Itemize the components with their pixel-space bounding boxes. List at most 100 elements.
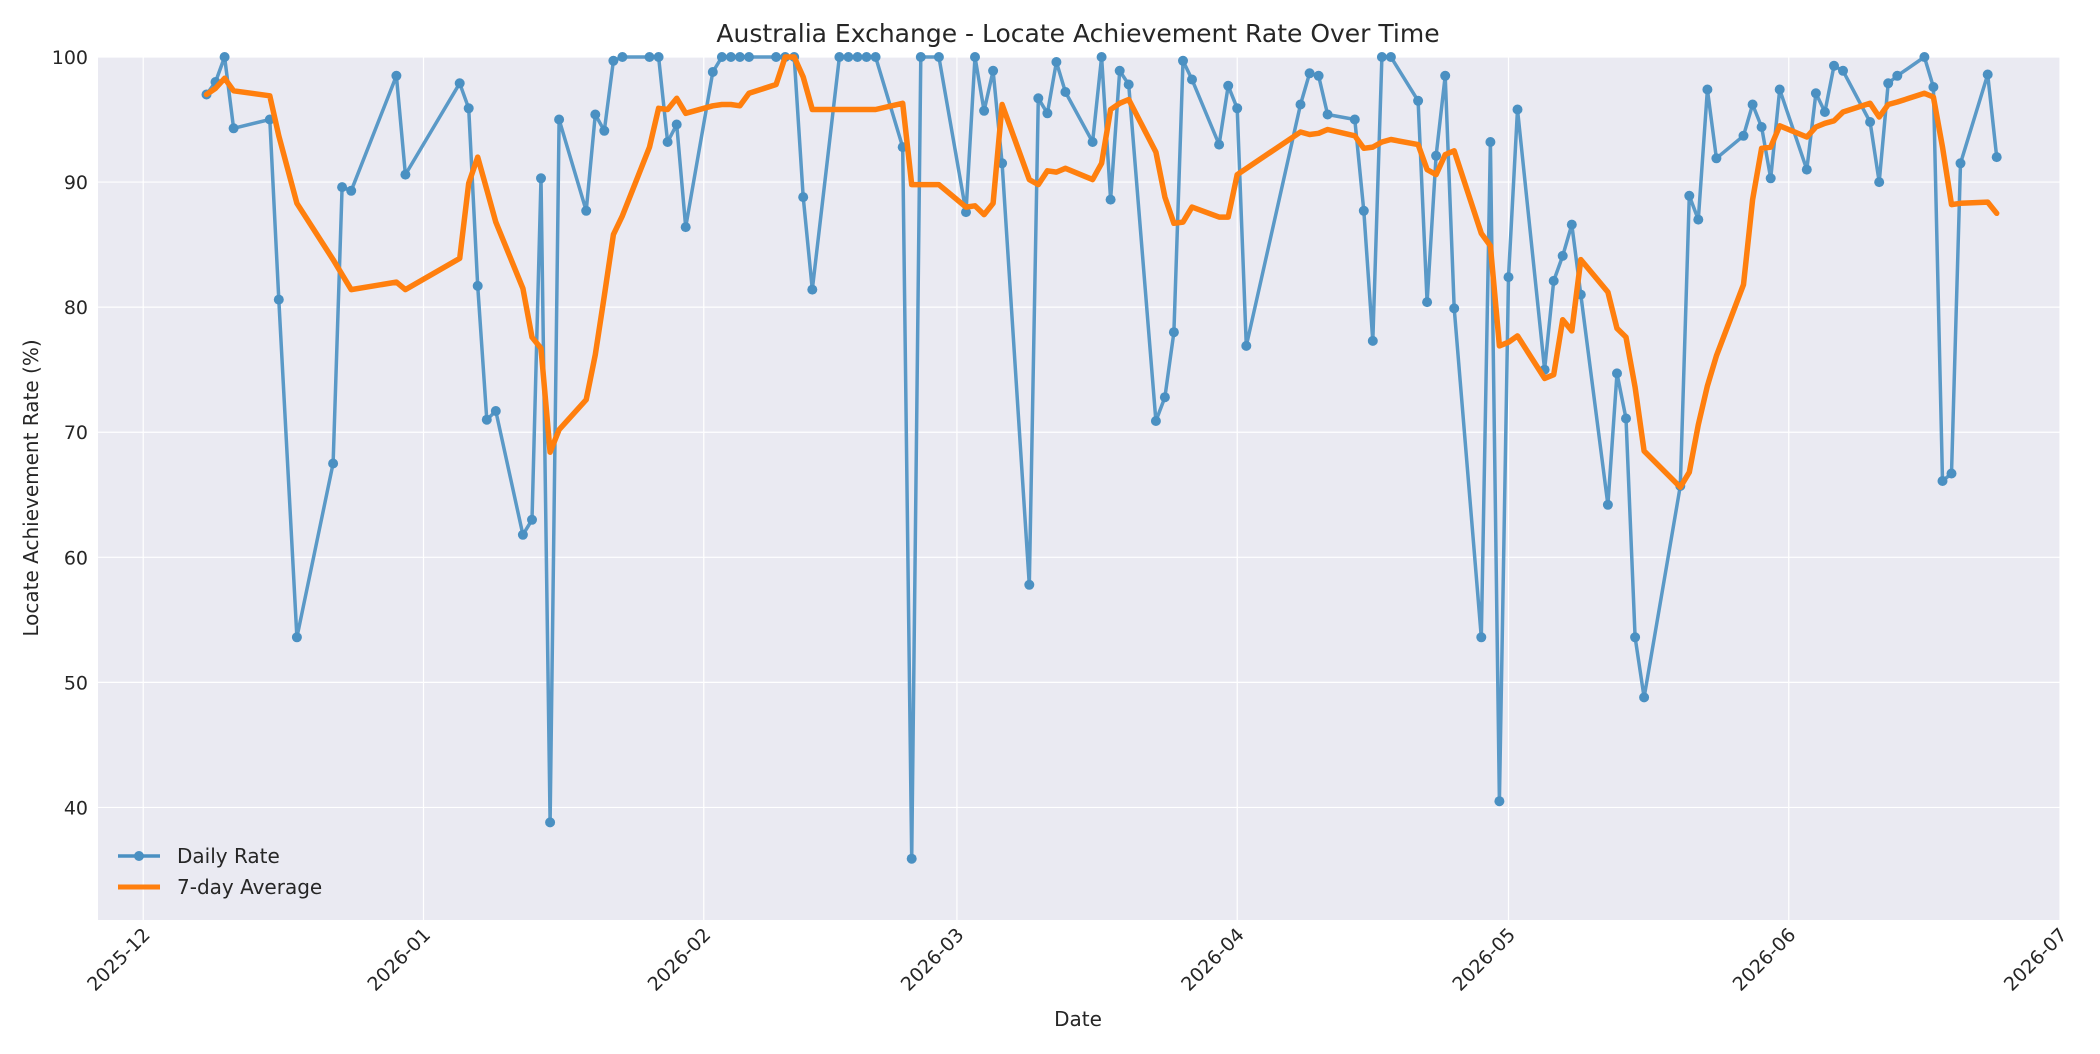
- y-tick-label: 40: [64, 797, 88, 819]
- daily-rate-point: [1991, 152, 2002, 163]
- daily-rate-point: [834, 52, 845, 62]
- daily-rate-point: [1702, 84, 1713, 95]
- daily-rate-point: [527, 514, 537, 525]
- daily-rate-point: [617, 52, 628, 62]
- daily-rate-point: [1711, 153, 1722, 164]
- daily-rate-point: [536, 173, 546, 184]
- daily-rate-point: [852, 52, 863, 62]
- daily-rate-point: [1612, 368, 1622, 379]
- daily-rate-point: [933, 52, 944, 62]
- daily-rate-point: [1150, 416, 1161, 426]
- legend-daily-marker: [134, 851, 144, 861]
- daily-rate-point: [1765, 173, 1776, 184]
- daily-rate-point: [1024, 579, 1035, 590]
- daily-rate-point: [517, 529, 528, 540]
- daily-rate-point: [1919, 52, 1930, 62]
- daily-rate-point: [1548, 275, 1559, 286]
- daily-rate-point: [1557, 250, 1568, 261]
- daily-rate-point: [1187, 74, 1197, 85]
- daily-rate-point: [328, 458, 339, 469]
- daily-rate-point: [1096, 52, 1107, 62]
- daily-rate-point: [1819, 107, 1830, 117]
- daily-rate-point: [608, 55, 619, 66]
- daily-rate-point: [554, 114, 565, 125]
- legend-daily-label: Daily Rate: [177, 844, 280, 868]
- x-tick-label: 2026-05: [1448, 924, 1520, 996]
- daily-rate-point: [1322, 109, 1333, 120]
- daily-rate-point: [662, 137, 673, 147]
- daily-rate-point: [590, 109, 601, 120]
- daily-rate-point: [1946, 468, 1957, 479]
- daily-rate-point: [391, 70, 402, 81]
- daily-rate-point: [1422, 297, 1433, 308]
- daily-rate-point: [1684, 190, 1695, 201]
- daily-rate-point: [1503, 272, 1514, 283]
- daily-rate-point: [798, 192, 809, 203]
- y-tick-label: 70: [64, 422, 88, 444]
- plot-area: [98, 57, 2060, 920]
- daily-rate-point: [1485, 137, 1496, 147]
- daily-rate-point: [1060, 87, 1071, 97]
- x-tick-label: 2026-02: [644, 924, 716, 996]
- daily-rate-point: [1431, 150, 1442, 161]
- daily-rate-point: [680, 222, 691, 233]
- daily-rate-point: [472, 280, 483, 291]
- daily-rate-point: [291, 632, 302, 643]
- daily-rate-point: [1630, 632, 1641, 643]
- daily-rate-point: [644, 52, 655, 62]
- daily-rate-point: [1413, 95, 1424, 106]
- daily-rate-point: [1883, 78, 1894, 89]
- daily-rate-point: [1358, 205, 1369, 216]
- daily-rate-point: [581, 205, 592, 216]
- daily-rate-point: [1376, 52, 1387, 62]
- daily-rate-point: [1033, 93, 1044, 104]
- daily-rate-point: [400, 169, 411, 180]
- y-tick-label: 100: [52, 47, 88, 69]
- daily-rate-point: [1449, 303, 1460, 314]
- daily-rate-line: [205, 55, 1999, 861]
- daily-rate-point: [463, 103, 474, 114]
- legend: Daily Rate 7-day Average: [118, 844, 322, 899]
- daily-rate-point: [970, 52, 980, 62]
- chart-title: Australia Exchange - Locate Achievement …: [716, 19, 1439, 48]
- y-tick-label: 50: [64, 672, 88, 694]
- daily-rate-point: [599, 125, 610, 136]
- daily-rate-point: [906, 853, 917, 864]
- y-tick-label: 80: [64, 297, 88, 319]
- daily-rate-point: [1105, 194, 1116, 205]
- daily-rate-point: [734, 52, 745, 62]
- daily-rate-point: [1865, 117, 1876, 127]
- daily-rate-point: [771, 52, 782, 62]
- daily-rate-point: [1214, 139, 1225, 150]
- daily-rate-point: [843, 52, 854, 62]
- daily-rate-point: [1801, 164, 1812, 175]
- daily-rate-point: [807, 284, 818, 295]
- daily-rate-point: [1232, 103, 1243, 114]
- daily-rate-point: [725, 52, 736, 62]
- daily-rate-point: [1738, 130, 1749, 141]
- series-layer: [201, 52, 2002, 864]
- daily-rate-point: [671, 119, 682, 130]
- daily-rate-point: [870, 52, 881, 62]
- daily-rate-point: [1829, 60, 1839, 71]
- daily-rate-point: [1123, 79, 1134, 90]
- daily-rate-point: [1566, 219, 1577, 230]
- daily-rate-point: [915, 52, 926, 62]
- daily-rate-point: [1313, 70, 1324, 81]
- daily-rate-point: [1178, 55, 1188, 66]
- daily-rate-point: [1295, 99, 1306, 110]
- daily-rate-point: [346, 185, 357, 196]
- daily-rate-point: [1693, 214, 1704, 225]
- daily-rate-point: [1159, 392, 1170, 403]
- daily-rate-point: [716, 52, 727, 62]
- daily-rate-point: [1512, 104, 1523, 115]
- daily-rate-point: [273, 294, 284, 305]
- daily-rate-point: [1385, 52, 1396, 62]
- x-tick-label: 2026-04: [1177, 924, 1249, 996]
- daily-rate-point: [1937, 476, 1948, 486]
- daily-rate-point: [1602, 499, 1613, 510]
- daily-rate-point: [653, 52, 664, 62]
- daily-rate-point: [1838, 65, 1848, 76]
- daily-rate-point: [1241, 340, 1252, 351]
